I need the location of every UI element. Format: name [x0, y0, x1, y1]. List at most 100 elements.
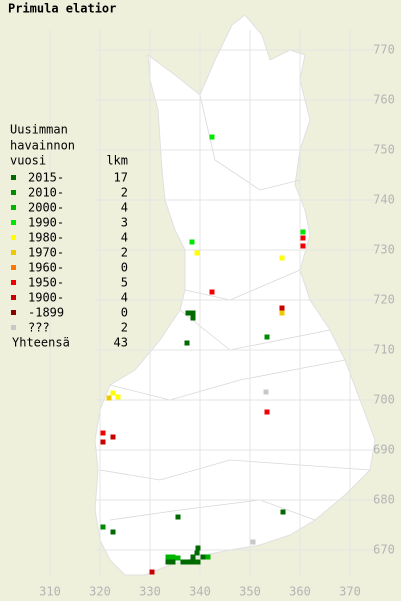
- y-tick-label: 760: [373, 93, 395, 107]
- legend-swatch: [11, 325, 16, 330]
- legend-count: 5: [121, 276, 128, 290]
- legend-swatch: [11, 265, 16, 270]
- observation-square: [280, 509, 286, 515]
- observation-square: [170, 554, 176, 560]
- x-tick-label: 330: [139, 585, 161, 599]
- observation-square: [100, 524, 106, 530]
- legend-swatch: [11, 295, 16, 300]
- legend-swatch: [11, 205, 16, 210]
- observation-square: [165, 554, 171, 560]
- observation-square: [195, 559, 201, 565]
- observation-square: [279, 310, 285, 316]
- legend-label: 1950-: [28, 276, 64, 290]
- observation-square: [300, 229, 306, 235]
- observation-square: [165, 559, 171, 565]
- observation-square: [100, 430, 106, 436]
- y-tick-label: 700: [373, 393, 395, 407]
- x-tick-label: 340: [189, 585, 211, 599]
- legend-swatch: [11, 235, 16, 240]
- legend-label: 1990-: [28, 216, 64, 230]
- legend-count: 17: [114, 171, 128, 185]
- observation-square: [190, 554, 196, 560]
- observation-square: [115, 394, 121, 400]
- legend-label: 1960-: [28, 261, 64, 275]
- legend-label: 2010-: [28, 186, 64, 200]
- observation-square: [190, 315, 196, 321]
- legend-count: 0: [121, 261, 128, 275]
- observation-square: [194, 250, 200, 256]
- legend-count: 3: [121, 216, 128, 230]
- observation-square: [200, 554, 206, 560]
- observation-square: [263, 389, 269, 395]
- grid: [49, 30, 375, 575]
- legend-count: 2: [121, 246, 128, 260]
- legend-swatch: [11, 250, 16, 255]
- y-tick-label: 770: [373, 43, 395, 57]
- legend-swatch: [11, 310, 16, 315]
- observation-square: [175, 514, 181, 520]
- x-tick-label: 350: [239, 585, 261, 599]
- legend-swatch: [11, 190, 16, 195]
- legend-label: 1980-: [28, 231, 64, 245]
- y-tick-label: 670: [373, 543, 395, 557]
- legend-header: Uusimman: [10, 123, 68, 137]
- legend-label: 1900-: [28, 291, 64, 305]
- map-title: Primula elatior: [8, 2, 116, 16]
- legend-count: 2: [121, 186, 128, 200]
- legend-header: havainnon: [10, 139, 75, 153]
- legend-count-header: lkm: [106, 154, 128, 168]
- x-tick-label: 310: [39, 585, 61, 599]
- legend-label: 2000-: [28, 201, 64, 215]
- observation-square: [185, 310, 191, 316]
- observation-square: [279, 305, 285, 311]
- legend-label: -1899: [28, 306, 64, 320]
- x-tick-label: 370: [339, 585, 361, 599]
- observation-square: [149, 569, 155, 575]
- y-tick-label: 750: [373, 143, 395, 157]
- legend-swatch: [11, 175, 16, 180]
- observation-square: [205, 554, 211, 560]
- x-tick-label: 320: [89, 585, 111, 599]
- y-tick-label: 690: [373, 443, 395, 457]
- legend-label: ???: [28, 321, 50, 335]
- y-tick-label: 720: [373, 293, 395, 307]
- observation-square: [110, 390, 116, 396]
- y-tick-label: 710: [373, 343, 395, 357]
- legend-label: 1970-: [28, 246, 64, 260]
- legend-count: 4: [121, 291, 128, 305]
- total-count: 43: [114, 336, 128, 350]
- observation-square: [250, 539, 256, 545]
- observation-square: [180, 559, 186, 565]
- legend-count: 0: [121, 306, 128, 320]
- legend-swatch: [11, 280, 16, 285]
- x-tick-label: 360: [289, 585, 311, 599]
- legend-header: vuosi: [10, 154, 46, 168]
- observation-square: [264, 409, 270, 415]
- observation-square: [300, 235, 306, 241]
- legend: 2015- 17 2010- 2 2000- 4 1990- 3 1980- 4 1970- 2 196…: [11, 171, 128, 350]
- observation-square: [209, 289, 215, 295]
- observation-square: [106, 395, 112, 401]
- legend-count: 4: [121, 201, 128, 215]
- legend-count: 4: [121, 231, 128, 245]
- legend-count: 2: [121, 321, 128, 335]
- observation-square: [194, 550, 200, 556]
- observation-square: [300, 243, 306, 249]
- observation-square: [190, 559, 196, 565]
- observation-square: [195, 545, 201, 551]
- observation-square: [170, 559, 176, 565]
- legend-label: 2015-: [28, 171, 64, 185]
- observation-square: [100, 439, 106, 445]
- observations: [100, 134, 306, 575]
- observation-square: [264, 334, 270, 340]
- y-tick-label: 730: [373, 243, 395, 257]
- y-tick-label: 680: [373, 493, 395, 507]
- observation-square: [110, 529, 116, 535]
- observation-square: [175, 555, 181, 561]
- country-outline: [94, 14, 376, 576]
- observation-square: [209, 134, 215, 140]
- observation-square: [279, 255, 285, 261]
- observation-square: [190, 310, 196, 316]
- observation-square: [189, 239, 195, 245]
